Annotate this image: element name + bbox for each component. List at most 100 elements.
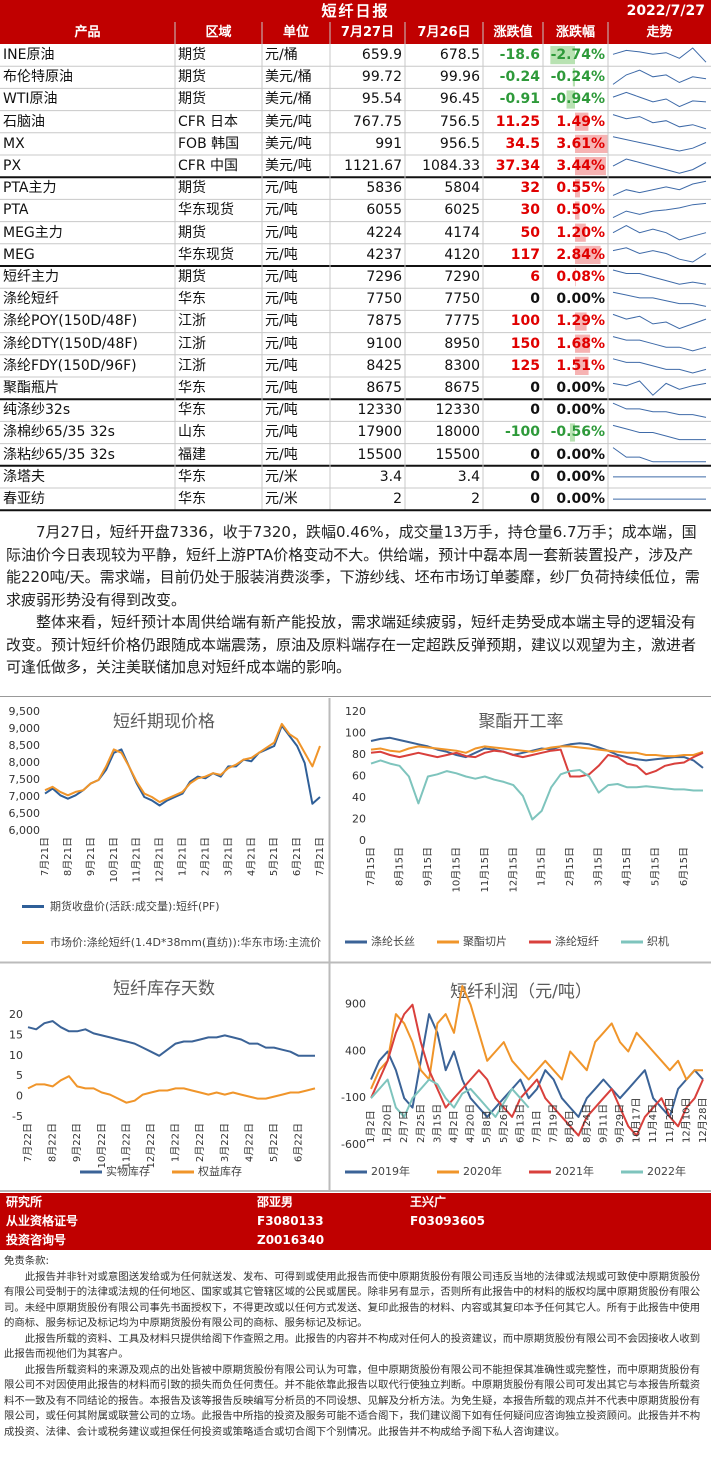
contacts-table: 研究所 邵亚男 王兴广 从业资格证号 F3080133 F03093605 投资咨询号 Z00… bbox=[0, 1193, 711, 1250]
x-tick-label: 9月22日 bbox=[71, 1123, 83, 1162]
y-tick-label: 20 bbox=[352, 813, 366, 826]
change-bar bbox=[572, 68, 575, 87]
table-cell: 7290 bbox=[444, 269, 480, 285]
x-tick-label: 8月21日 bbox=[62, 837, 74, 876]
table-cell: 8950 bbox=[444, 335, 480, 352]
x-tick-label: 7月19日 bbox=[548, 1104, 560, 1143]
change-bar bbox=[575, 356, 589, 375]
y-tick-label: 6,500 bbox=[9, 807, 41, 820]
sparkline bbox=[612, 47, 707, 63]
table-cell: 元/米 bbox=[265, 491, 298, 507]
contact-cell: 投资咨询号 bbox=[6, 1233, 67, 1247]
change-bar bbox=[575, 268, 576, 287]
change-bar bbox=[575, 134, 608, 153]
legend-label: 聚酯切片 bbox=[463, 935, 507, 948]
series-line bbox=[370, 736, 704, 769]
table-cell: 15500 bbox=[435, 446, 480, 463]
table-cell: 元/米 bbox=[265, 468, 298, 485]
sparkline bbox=[612, 424, 706, 441]
y-tick-label: 0 bbox=[16, 1090, 23, 1103]
table-cell: 期货 bbox=[178, 180, 206, 197]
table-cell: 元/吨 bbox=[265, 357, 298, 374]
x-tick-label: 12月21日 bbox=[154, 837, 166, 882]
table-cell: 元/吨 bbox=[265, 402, 298, 419]
table-cell: 32 bbox=[520, 180, 540, 197]
table-cell: 8675 bbox=[444, 380, 480, 396]
table-cell: 0.08% bbox=[556, 269, 605, 285]
table-cell: 布伦特原油 bbox=[3, 69, 73, 86]
table-cell: 华东 bbox=[178, 491, 206, 507]
table-cell: 华东现货 bbox=[178, 202, 234, 219]
x-tick-label: 10月17日 bbox=[631, 1098, 643, 1143]
y-tick-label: 9,000 bbox=[9, 722, 41, 735]
x-tick-label: 4月2日 bbox=[448, 1110, 460, 1143]
x-tick-label: 8月15日 bbox=[393, 847, 405, 886]
x-tick-label: 12月28日 bbox=[697, 1098, 709, 1143]
table-cell: 华东 bbox=[178, 291, 206, 308]
table-cell: 30 bbox=[520, 202, 540, 219]
table-cell: 7296 bbox=[366, 269, 402, 285]
x-tick-label: 6月13日 bbox=[514, 1104, 526, 1143]
contact-cell: F03093605 bbox=[410, 1214, 485, 1228]
chart-title: 短纤库存天数 bbox=[113, 979, 215, 999]
sparkline bbox=[612, 447, 706, 463]
table-cell: 150 bbox=[510, 335, 540, 352]
sparkline bbox=[612, 358, 707, 374]
chart-title: 短纤期现价格 bbox=[113, 712, 215, 732]
table-cell: 元/吨 bbox=[265, 269, 298, 285]
table-cell: 0 bbox=[530, 491, 540, 507]
table-cell: 1.68% bbox=[556, 335, 605, 352]
legend-label: 2020年 bbox=[463, 1164, 502, 1178]
change-bar bbox=[575, 223, 586, 242]
table-cell: 3.44% bbox=[556, 158, 605, 174]
change-bar bbox=[575, 334, 591, 353]
table-cell: 8300 bbox=[444, 357, 480, 374]
table-cell: 华东 bbox=[178, 468, 206, 485]
sparkline bbox=[612, 202, 707, 219]
y-tick-label: 0 bbox=[359, 834, 366, 847]
y-tick-label: 120 bbox=[345, 705, 366, 718]
x-tick-label: 10月22日 bbox=[96, 1123, 108, 1168]
table-cell: 95.54 bbox=[361, 91, 402, 108]
table-cell: 美元/桶 bbox=[265, 91, 312, 108]
y-tick-label: -100 bbox=[341, 1091, 366, 1104]
table-cell: 4237 bbox=[366, 246, 402, 263]
x-tick-label: 4月20日 bbox=[465, 1104, 477, 1143]
column-header: 涨跌值 bbox=[493, 25, 533, 40]
table-cell: 4174 bbox=[444, 224, 480, 241]
table-cell: 3.4 bbox=[379, 468, 402, 485]
series-line bbox=[370, 985, 703, 1090]
table-cell: 9100 bbox=[366, 335, 402, 352]
table-cell: 4224 bbox=[366, 224, 402, 241]
report-date: 2022/7/27 bbox=[626, 3, 705, 19]
table-cell: 1121.67 bbox=[344, 158, 402, 174]
x-tick-label: 4月22日 bbox=[243, 1123, 255, 1162]
disclaimer-paragraph: 此报告所载的资料、工具及材料只提供给阁下作查照之用。此报告的内容并不构成对任何人… bbox=[4, 1332, 701, 1361]
table-cell: 37.34 bbox=[495, 158, 540, 174]
sparkline bbox=[612, 91, 707, 108]
table-cell: 3.61% bbox=[556, 135, 605, 152]
series-line bbox=[370, 1078, 530, 1118]
table-cell: MEG bbox=[3, 246, 35, 263]
table-cell: 山东 bbox=[178, 424, 206, 441]
table-cell: 756.5 bbox=[439, 113, 480, 130]
chart: 短纤库存天数 7月22日 8月22日 9月22日 10月22日 11月22日 12月22日 1… bbox=[9, 979, 316, 1178]
x-tick-label: 7月21日 bbox=[39, 837, 51, 876]
y-tick-label: 7,000 bbox=[9, 790, 41, 803]
y-tick-label: 9,500 bbox=[9, 705, 41, 718]
contact-cell: Z0016340 bbox=[257, 1233, 325, 1247]
chart: 短纤利润（元/吨） 1月2日 1月20日 2月7日 2月25日 3月15日 4月2日 4月20… bbox=[341, 982, 709, 1178]
x-tick-label: 12月15日 bbox=[507, 847, 519, 892]
x-tick-label: 3月15日 bbox=[431, 1104, 443, 1143]
table-cell: 659.9 bbox=[361, 47, 402, 63]
legend-label: 涤纶长丝 bbox=[371, 934, 415, 948]
change-bar bbox=[575, 245, 601, 264]
contact-cell: 王兴广 bbox=[410, 1195, 447, 1209]
column-header: 7月26日 bbox=[417, 25, 471, 40]
legend-label: 2019年 bbox=[371, 1164, 410, 1178]
table-cell: 6025 bbox=[444, 202, 480, 219]
table-cell: 2.84% bbox=[556, 246, 605, 263]
table-cell: 99.96 bbox=[439, 69, 480, 86]
table-cell: 0.00% bbox=[556, 380, 605, 396]
sparkline bbox=[612, 69, 707, 85]
